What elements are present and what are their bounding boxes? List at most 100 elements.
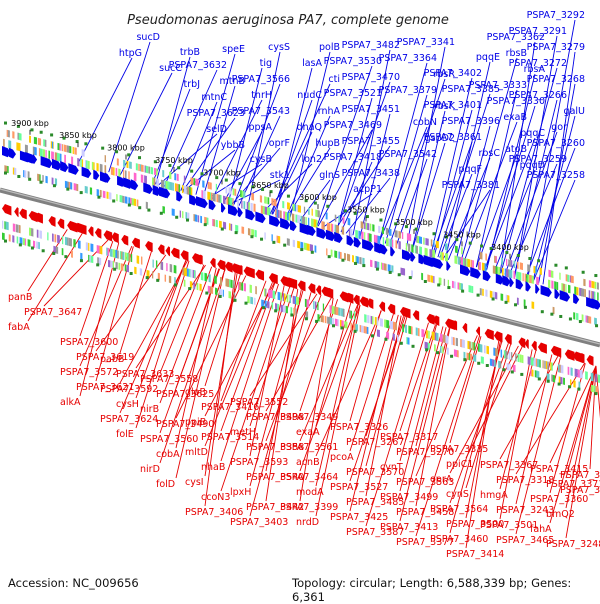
reverse-connector-line (119, 260, 188, 384)
forward-gene-label: PSPA7_3451 (342, 104, 400, 115)
forward-connector-line (335, 81, 391, 232)
kbp-tick-label: 3850 kbp (59, 131, 97, 140)
forward-connector-line (405, 46, 446, 250)
cog-strip-reverse (2, 220, 600, 384)
reverse-connector-line (135, 259, 187, 399)
forward-gene-label: PSPA7_3623 (187, 108, 245, 119)
forward-connector-line (475, 89, 518, 268)
forward-connector-line (155, 56, 191, 185)
reverse-gene-label: PSPA7_3500 (446, 519, 504, 530)
reverse-gene-label: PSPA7_3416 (201, 402, 259, 413)
forward-connector-line (340, 161, 373, 233)
forward-connector-line (271, 99, 313, 215)
reverse-gene-label: PSPA7_3460 (430, 534, 488, 545)
forward-gene-label: pqqD (520, 160, 545, 171)
reverse-connector-line (299, 304, 359, 442)
kbp-tick-label: 3700 kbp (203, 168, 241, 177)
reverse-gene-label: PSPA7_3326 (330, 422, 388, 433)
reverse-gene-label: nrdD (296, 517, 319, 528)
forward-connector-line (359, 113, 391, 238)
forward-connector-line (447, 157, 491, 260)
reverse-gene-label: PSPA7_3243 (496, 505, 554, 516)
cog-strip-reverse-inner (2, 232, 599, 394)
reverse-gene-label: PSPA7_3399 (280, 502, 338, 513)
forward-gene-label: PSPA7_3401 (424, 100, 482, 111)
reverse-connector-line (349, 314, 399, 512)
forward-connector-line (411, 110, 446, 251)
reverse-connector-line (95, 254, 167, 352)
forward-gene-label: sucC (159, 63, 182, 74)
reverse-connector-line (249, 290, 304, 487)
reverse-connector-line (175, 267, 217, 449)
forward-connector-line (230, 179, 281, 205)
reverse-gene-label: cysI (185, 477, 204, 488)
reverse-connector-line (265, 294, 322, 442)
forward-connector-line (208, 163, 263, 199)
reverse-gene-label: PSPA7_3592 (100, 384, 158, 395)
reverse-gene-label: PSPA7_3485 (346, 497, 404, 508)
gc-skew-inner-track (4, 239, 598, 396)
kbp-tick-label: 3600 kbp (299, 193, 337, 202)
reverse-gene-label: mltD (185, 447, 208, 458)
forward-connector-line (532, 179, 576, 282)
forward-gene-label: glnS (319, 170, 340, 181)
forward-gene-label: exaB (503, 112, 527, 123)
reverse-gene-arrows (2, 204, 594, 366)
forward-connector-line (77, 57, 133, 165)
forward-gene-label: PSPA7_3396 (442, 116, 500, 127)
forward-gene-label: PSPA7_3379 (379, 85, 437, 96)
forward-gene-label: rnhA (318, 106, 341, 117)
kbp-tick-label: 3750 kbp (155, 156, 193, 165)
accession-text: Accession: NC_009656 (8, 576, 139, 590)
forward-connector-line (384, 94, 428, 244)
forward-connector-line (395, 158, 428, 247)
forward-connector-line (493, 169, 536, 272)
reverse-connector-line (499, 350, 537, 490)
forward-gene-label: nudC (297, 90, 322, 101)
reverse-gene-label: oprA (430, 474, 453, 485)
reverse-gene-label: PSPA7_3501 (480, 520, 538, 531)
reverse-gene-label: PSPA7_3464 (280, 472, 338, 483)
forward-gene-label: pqqC (520, 128, 545, 139)
reverse-gene-label: PSPA7_3564 (430, 504, 488, 515)
reverse-gene-label: PSPA7_3647 (24, 307, 82, 318)
reverse-connector-line (565, 365, 597, 479)
map-title: Pseudomonas aeruginosa PA7, complete gen… (127, 13, 449, 28)
reverse-connector-line (220, 280, 267, 402)
forward-connector-line (437, 93, 491, 258)
reverse-gene-label: PSPA7_3473 (560, 470, 600, 481)
forward-gene-label: ppsA (248, 122, 272, 133)
reverse-gene-label: PSPA7_3621 (76, 382, 134, 393)
forward-gene-label: cti (328, 74, 340, 85)
connector-lines (27, 19, 600, 549)
forward-gene-label: dnaQ (297, 122, 322, 133)
forward-gene-label: sucD (136, 32, 160, 43)
forward-gene-label: PSPA7_3632 (169, 60, 227, 71)
forward-gene-label: PSPA7_3333 (469, 80, 527, 91)
forward-gene-label: cysB (250, 154, 272, 165)
reverse-connector-line (27, 229, 68, 292)
reverse-connector-line (399, 326, 444, 492)
forward-gene-label: PSPA7_3258 (527, 170, 585, 181)
forward-connector-line (444, 61, 491, 260)
reverse-connector-line (79, 245, 133, 367)
kbp-tick-label: 3550 kbp (347, 206, 385, 215)
forward-connector-line (431, 141, 473, 256)
reverse-gene-label: PSPA7_3465 (496, 535, 554, 546)
forward-connector-line (151, 88, 191, 184)
forward-gene-label: PSPA7_3364 (379, 53, 437, 64)
reverse-gene-label: hmgA (480, 490, 508, 501)
reverse-gene-label: panB (8, 292, 32, 303)
reverse-gene-label: PSPA7_3349 (280, 412, 338, 423)
gene-labels: PSPA7_3292 PSPA7_3291 PSPA7_3279 PSPA7_3272… (8, 10, 600, 560)
reverse-connector-line (399, 324, 437, 462)
reverse-gene-label: PSPA7_3248 (546, 539, 600, 550)
reverse-connector-line (589, 365, 597, 470)
reverse-gene-label: exaA (296, 427, 320, 438)
reverse-connector-line (135, 260, 190, 429)
reverse-gene-label: PSPA7_3560 (140, 434, 198, 445)
reverse-gene-label: PSPA7_3413 (380, 522, 438, 533)
reverse-gene-label: ppiB (185, 417, 206, 428)
reverse-gene-label: PSPA7_3425 (330, 512, 388, 523)
reverse-connector-line (159, 266, 213, 404)
